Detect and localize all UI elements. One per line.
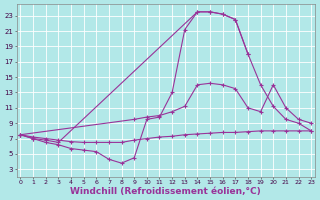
X-axis label: Windchill (Refroidissement éolien,°C): Windchill (Refroidissement éolien,°C) bbox=[70, 187, 261, 196]
